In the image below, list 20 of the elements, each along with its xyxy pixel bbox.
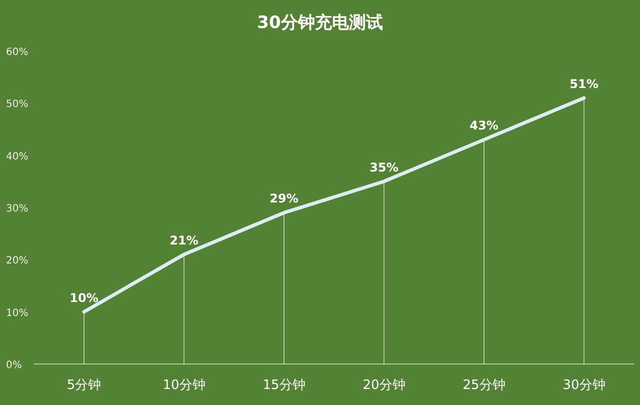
data-label: 29% bbox=[270, 192, 298, 206]
x-tick-label: 5分钟 bbox=[66, 378, 102, 393]
y-tick-label: 20% bbox=[6, 256, 28, 267]
y-tick-label: 30% bbox=[6, 204, 28, 214]
chart-title: 30分钟充电测试 bbox=[257, 13, 383, 33]
data-label: 35% bbox=[370, 160, 398, 174]
x-tick-label: 15分钟 bbox=[262, 378, 306, 393]
y-tick-label: 0% bbox=[6, 360, 22, 371]
x-tick-label: 10分钟 bbox=[162, 378, 206, 393]
y-tick-label: 10% bbox=[6, 308, 28, 319]
data-label: 21% bbox=[170, 233, 198, 248]
data-label: 10% bbox=[70, 290, 98, 305]
y-tick-label: 40% bbox=[6, 151, 28, 162]
data-label: 43% bbox=[470, 118, 498, 133]
data-label: 51% bbox=[570, 76, 598, 91]
y-tick-label: 50% bbox=[6, 99, 28, 110]
x-tick-label: 30分钟 bbox=[562, 378, 606, 393]
x-tick-label: 20分钟 bbox=[362, 378, 406, 393]
x-tick-label: 25分钟 bbox=[462, 378, 506, 393]
y-tick-label: 60% bbox=[6, 47, 28, 58]
